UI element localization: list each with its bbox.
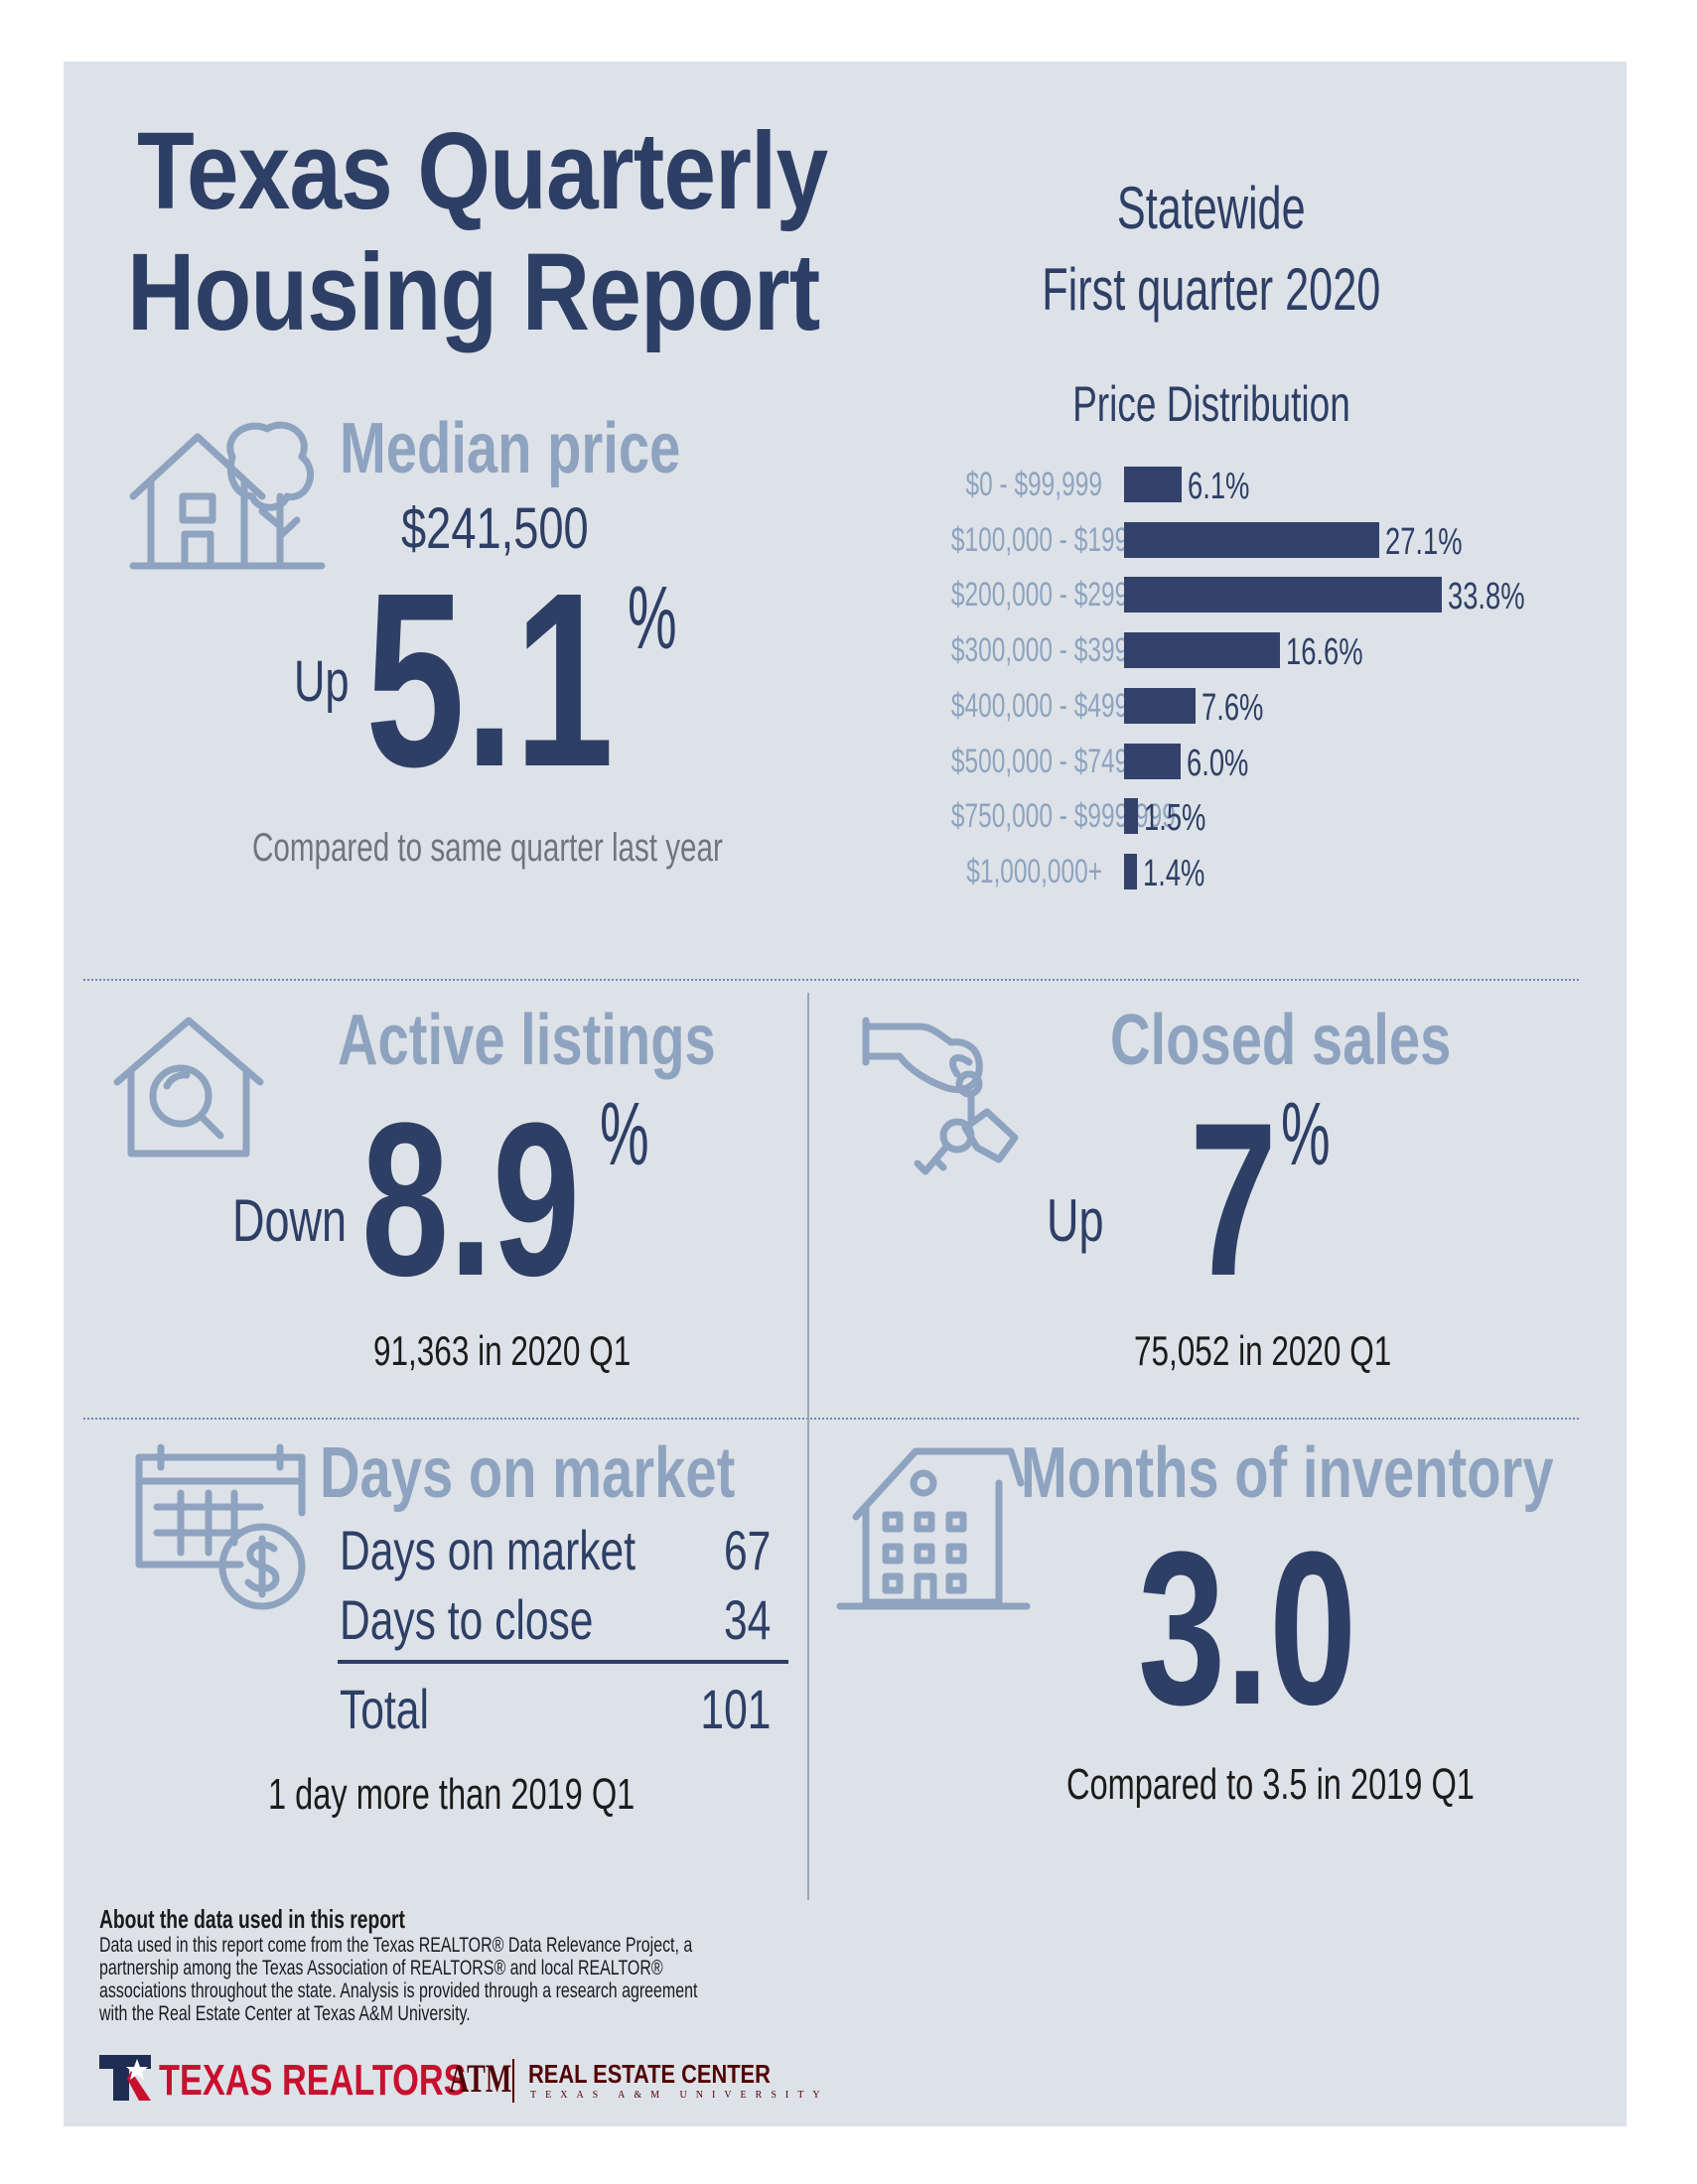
price-distribution-row: $200,000 - $299,999 33.8%	[864, 575, 1658, 618]
months-inventory-heading: Months of inventory	[1021, 1433, 1554, 1513]
dom-row-2-label: Days to close	[340, 1588, 594, 1651]
dom-row-1-label: Days on market	[340, 1519, 636, 1581]
divider-upper	[83, 979, 1579, 981]
days-on-market-note: 1 day more than 2019 Q1	[268, 1770, 636, 1819]
price-distribution-bar	[1124, 687, 1196, 724]
closed-sales-note: 75,052 in 2020 Q1	[1134, 1327, 1392, 1374]
active-listings-direction: Down	[232, 1187, 348, 1254]
building-icon	[836, 1443, 1031, 1612]
price-distribution-value-label: 16.6%	[1286, 631, 1363, 674]
texas-realtors-mark-icon	[99, 2055, 151, 2101]
dom-row-1-value: 67	[723, 1519, 771, 1581]
price-distribution-title: Price Distribution	[1072, 376, 1350, 432]
closed-sales-direction: Up	[1047, 1187, 1104, 1254]
price-range-label: $750,000 - $999,999	[950, 797, 1176, 836]
divider-vertical	[807, 993, 809, 1900]
price-range-label: $100,000 - $199,999	[950, 520, 1176, 559]
price-distribution-row: $500,000 - $749,999 6.0%	[864, 742, 1658, 784]
active-listings-percent: %	[600, 1085, 649, 1184]
closed-sales-heading: Closed sales	[1110, 1001, 1452, 1080]
dom-total-label: Total	[340, 1678, 429, 1740]
region-label: Statewide	[1117, 175, 1306, 241]
closed-sales-percent: %	[1281, 1085, 1331, 1184]
calendar-dollar-icon	[131, 1443, 310, 1612]
price-range-label: $0 - $99,999	[965, 466, 1102, 503]
price-distribution-row: $300,000 - $399,999 16.6%	[864, 630, 1658, 674]
price-distribution-chart: $0 - $99,999 6.1% $100,000 - $199,999 27.1%…	[864, 465, 1559, 901]
active-listings-heading: Active listings	[338, 1001, 716, 1080]
real-estate-center-wordmark: REAL ESTATE CENTER	[528, 2059, 771, 2089]
price-range-label: $1,000,000+	[966, 852, 1102, 890]
months-inventory-value: 3.0	[1138, 1506, 1357, 1750]
price-distribution-bar	[1124, 467, 1182, 502]
dom-total-rule	[338, 1660, 788, 1664]
price-distribution-value-label: 33.8%	[1448, 576, 1525, 618]
about-title: About the data used in this report	[99, 1904, 405, 1934]
closed-sales-change: 7	[1190, 1077, 1278, 1321]
hand-keys-icon	[860, 1013, 1039, 1201]
months-inventory-note: Compared to 3.5 in 2019 Q1	[1066, 1760, 1475, 1809]
title-line-2: Housing Report	[127, 231, 820, 353]
house-tree-icon	[123, 417, 332, 576]
price-range-label: $400,000 - $499,999	[950, 686, 1176, 725]
price-distribution-row: $100,000 - $199,999 27.1%	[864, 520, 1658, 563]
price-distribution-bar	[1124, 577, 1442, 614]
price-distribution-row: $0 - $99,999 6.1%	[864, 465, 1658, 507]
title-line-1: Texas Quarterly	[137, 110, 828, 232]
price-distribution-value-label: 1.5%	[1144, 797, 1206, 840]
atm-mark-icon: ATM	[449, 2056, 512, 2101]
median-price-value: $241,500	[401, 496, 589, 561]
about-text: Data used in this report come from the T…	[99, 1934, 698, 2025]
price-distribution-row: $750,000 - $999,999 1.5%	[864, 796, 1658, 840]
logo-separator	[512, 2059, 514, 2103]
price-distribution-bar	[1124, 632, 1281, 669]
price-distribution-value-label: 27.1%	[1384, 520, 1463, 563]
active-listings-change: 8.9	[361, 1077, 581, 1321]
dom-row-2-value: 34	[723, 1588, 771, 1651]
texas-realtors-wordmark: TEXAS REALTORS	[159, 2056, 467, 2105]
active-listings-note: 91,363 in 2020 Q1	[373, 1327, 632, 1374]
price-range-label: $200,000 - $299,999	[950, 576, 1176, 614]
price-distribution-value-label: 7.6%	[1201, 686, 1264, 729]
median-price-change: 5.1	[365, 541, 615, 818]
price-range-label: $300,000 - $399,999	[950, 631, 1176, 670]
median-price-direction: Up	[294, 649, 350, 714]
price-range-label: $500,000 - $749,999	[950, 742, 1176, 780]
dom-total-value: 101	[699, 1678, 771, 1740]
price-distribution-row: $400,000 - $499,999 7.6%	[864, 686, 1658, 729]
house-magnifier-icon	[109, 1013, 268, 1161]
real-estate-center-subtitle: TEXAS A&M UNIVERSITY	[530, 2090, 829, 2101]
price-distribution-value-label: 6.1%	[1187, 466, 1250, 507]
price-distribution-bar	[1124, 853, 1138, 889]
price-distribution-value-label: 1.4%	[1143, 852, 1205, 894]
days-on-market-heading: Days on market	[320, 1433, 736, 1513]
median-price-note: Compared to same quarter last year	[252, 826, 723, 870]
report-panel	[64, 62, 1626, 2126]
price-distribution-value-label: 6.0%	[1186, 742, 1249, 784]
median-price-percent: %	[628, 569, 677, 668]
price-distribution-row: $1,000,000+ 1.4%	[864, 852, 1658, 894]
price-distribution-bar	[1124, 798, 1139, 835]
price-distribution-bar	[1124, 521, 1379, 558]
price-distribution-bar	[1124, 743, 1181, 779]
divider-lower	[83, 1418, 1579, 1420]
period-label: First quarter 2020	[1042, 256, 1381, 323]
median-price-heading: Median price	[340, 409, 681, 488]
